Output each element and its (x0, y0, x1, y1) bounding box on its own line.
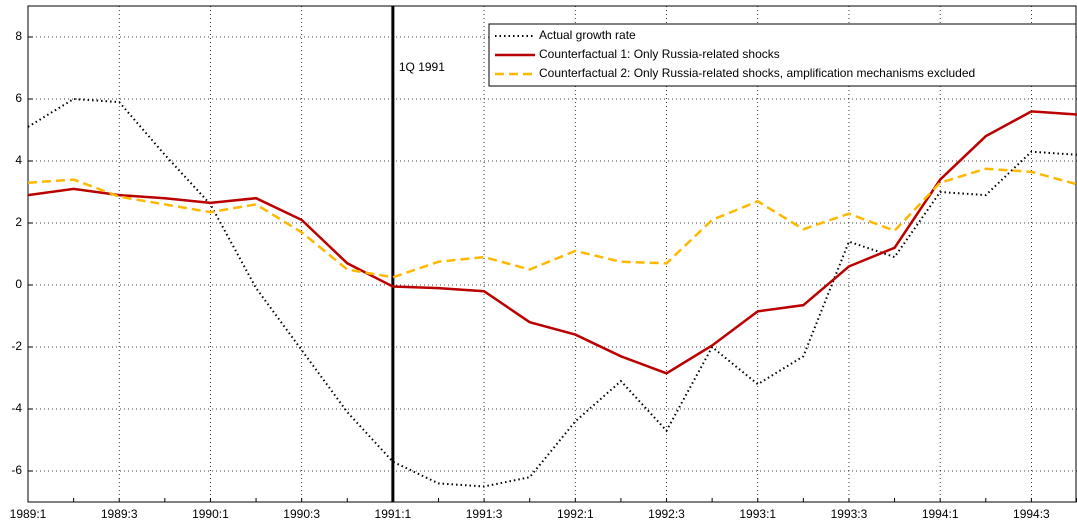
x-tick-label: 1990:1 (192, 507, 229, 521)
x-tick-label: 1993:1 (739, 507, 776, 521)
y-tick-label: 6 (15, 91, 22, 105)
annotation: 1Q 1991 (399, 60, 445, 74)
x-tick-label: 1993:3 (831, 507, 868, 521)
x-tick-label: 1994:1 (922, 507, 959, 521)
plot-area (27, 5, 1077, 503)
x-tick-label: 1990:3 (283, 507, 320, 521)
x-tick-label: 1992:1 (557, 507, 594, 521)
x-tick-label: 1992:3 (648, 507, 685, 521)
legend-label: Counterfactual 2: Only Russia-related sh… (539, 66, 975, 80)
y-tick-label: -6 (11, 463, 22, 477)
x-tick-label: 1991:3 (466, 507, 503, 521)
y-tick-label: 8 (15, 29, 22, 43)
x-tick-label: 1989:1 (10, 507, 47, 521)
y-tick-label: 0 (15, 277, 22, 291)
y-tick-label: -4 (11, 401, 22, 415)
x-tick-label: 1994:3 (1013, 507, 1050, 521)
y-tick-label: -2 (11, 339, 22, 353)
data-line (27, 97, 1077, 488)
x-tick-label: 1991:1 (375, 507, 412, 521)
y-tick-label: 4 (15, 153, 22, 167)
legend-label: Counterfactual 1: Only Russia-related sh… (539, 47, 780, 61)
y-tick-label: 2 (15, 215, 22, 229)
legend-box (488, 23, 1077, 87)
data-line (27, 110, 1077, 375)
x-tick-label: 1989:3 (101, 507, 138, 521)
legend-label: Actual growth rate (539, 28, 636, 42)
